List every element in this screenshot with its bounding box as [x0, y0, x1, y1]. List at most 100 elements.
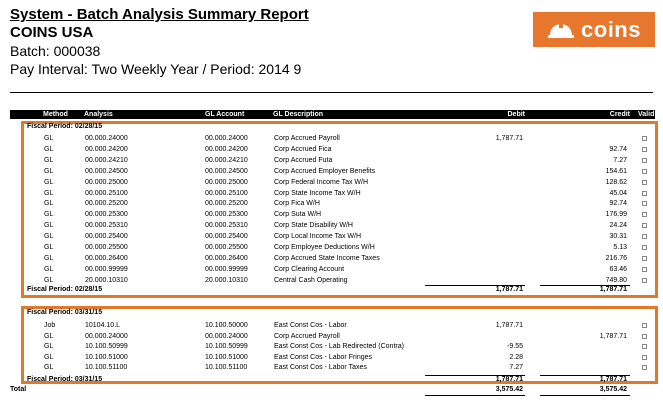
- credit-cell: 5.13: [613, 244, 627, 251]
- gl-description-cell: Corp Suta W/H: [274, 211, 322, 219]
- credit-cell: 216.76: [605, 254, 627, 262]
- fiscal-period-text: Fiscal Period: 03/31/15: [27, 309, 103, 316]
- col-analysis: Analysis: [84, 111, 113, 118]
- col-valid: Valid: [638, 111, 655, 118]
- debit-cell: 1,787.71: [495, 322, 523, 329]
- gl-description-cell: Corp Accrued Futa: [274, 156, 333, 164]
- total-rule: [540, 285, 630, 286]
- gl-description-cell: Corp Accrued Employer Benefits: [274, 167, 376, 175]
- valid-checkbox[interactable]: [642, 245, 647, 250]
- method-cell: GL: [44, 178, 54, 186]
- gl-description-cell: Corp Local Income Tax W/H: [274, 233, 362, 241]
- analysis-cell: 00.000.24200: [85, 145, 128, 153]
- valid-checkbox[interactable]: [642, 212, 647, 218]
- gl-description-cell: East Const Cos - Labor Fringes: [274, 353, 373, 361]
- section1-total-row: Fiscal Period: 02/28/15 1,787.71 1,787.71: [0, 285, 663, 295]
- valid-checkbox[interactable]: [642, 179, 647, 185]
- valid-checkbox[interactable]: [642, 365, 647, 371]
- gl-account-cell: 00.000.99999: [205, 265, 248, 273]
- gl-description-cell: Central Cash Operating: [274, 276, 348, 284]
- total-rule: [425, 375, 525, 376]
- batch-number: Batch: 000038: [10, 43, 101, 59]
- credit-cell: 176.99: [605, 211, 627, 219]
- valid-checkbox[interactable]: [642, 157, 647, 163]
- valid-checkbox[interactable]: [642, 277, 647, 283]
- analysis-cell: 00.000.25300: [85, 211, 128, 219]
- grand-total-row: Total 3,575.42 3,575.42: [0, 385, 663, 395]
- total-credit-line: [540, 395, 630, 396]
- credit-cell: 92.74: [609, 200, 627, 208]
- gl-account-cell: 00.000.25400: [205, 233, 248, 241]
- table-row: GL 00.000.24000 00.000.24000 Corp Accrued P…: [0, 332, 663, 342]
- credit-cell: 749.80: [605, 276, 627, 284]
- table-row: GL 00.000.25200 00.000.25200 Corp Fica W/H 9…: [0, 199, 663, 209]
- gl-account-cell: 00.000.25500: [205, 244, 248, 251]
- debit-cell: -9.55: [507, 343, 523, 351]
- credit-cell: 7.27: [613, 156, 627, 164]
- method-cell: GL: [44, 211, 54, 219]
- gl-account-cell: 10.100.51100: [205, 364, 248, 372]
- total-debit: 1,787.71: [495, 376, 523, 383]
- gl-description-cell: Corp State Disability W/H: [274, 222, 353, 230]
- analysis-cell: 00.000.25000: [85, 178, 128, 186]
- valid-checkbox[interactable]: [642, 201, 647, 207]
- analysis-cell: 10.100.51000: [85, 353, 128, 361]
- analysis-cell: 10.100.50999: [85, 343, 128, 351]
- valid-checkbox[interactable]: [642, 266, 647, 272]
- gl-description-cell: Corp Federal Income Tax W/H: [274, 178, 369, 186]
- analysis-cell: 00.000.24210: [85, 156, 128, 164]
- valid-checkbox[interactable]: [642, 168, 647, 174]
- table-row: GL 00.000.24500 00.000.24500 Corp Accrued E…: [0, 167, 663, 177]
- credit-cell: 45.04: [609, 189, 627, 197]
- gl-description-cell: East Const Cos - Labor: [274, 322, 347, 329]
- table-row: Job 10104.10.L 10.100.50000 East Const Cos …: [0, 321, 663, 331]
- hardhat-icon: [548, 21, 575, 38]
- valid-checkbox[interactable]: [642, 234, 647, 240]
- gl-description-cell: Corp Fica W/H: [274, 200, 320, 208]
- gl-description-cell: Corp Accrued State Income Taxes: [274, 254, 380, 262]
- fiscal-period-label: Fiscal Period: 02/28/15: [0, 122, 663, 132]
- fiscal-period-text: Fiscal Period: 02/28/15: [27, 123, 103, 130]
- valid-checkbox[interactable]: [642, 223, 647, 229]
- valid-checkbox[interactable]: [642, 344, 647, 350]
- valid-checkbox[interactable]: [642, 136, 647, 141]
- valid-checkbox[interactable]: [642, 255, 647, 261]
- gl-description-cell: Corp Accrued Payroll: [274, 135, 340, 142]
- col-gl-account: GL Account: [205, 111, 245, 118]
- table-row: GL 00.000.25500 00.000.25500 Corp Employee …: [0, 243, 663, 253]
- method-cell: GL: [44, 167, 54, 175]
- table-row: GL 00.000.24210 00.000.24210 Corp Accrued F…: [0, 156, 663, 166]
- grand-total-debit: 3,575.42: [495, 386, 523, 393]
- valid-checkbox[interactable]: [642, 354, 647, 360]
- section2-highlight: [21, 306, 658, 384]
- total-credit: 1,787.71: [599, 286, 627, 293]
- analysis-cell: 00.000.26400: [85, 254, 128, 262]
- debit-cell: 2.28: [509, 353, 523, 361]
- table-row: GL 20.000.10310 20.000.10310 Central Cash O…: [0, 276, 663, 286]
- total-rule: [425, 285, 525, 286]
- section2-total-row: Fiscal Period: 03/31/15 1,787.71 1,787.71: [0, 375, 663, 385]
- valid-checkbox[interactable]: [642, 333, 647, 339]
- credit-cell: 92.74: [609, 145, 627, 153]
- total-debit-line: [425, 395, 525, 396]
- total-label: Fiscal Period: 03/31/15: [27, 376, 103, 383]
- valid-checkbox[interactable]: [642, 323, 647, 328]
- report-title: System - Batch Analysis Summary Report: [10, 6, 309, 23]
- gl-account-cell: 00.000.24500: [205, 167, 248, 175]
- logo-text: coins: [581, 16, 641, 42]
- gl-account-cell: 00.000.25300: [205, 211, 248, 219]
- grand-total-credit: 3,575.42: [599, 386, 627, 393]
- col-debit: Debit: [507, 111, 526, 118]
- total-credit: 1,787.71: [599, 376, 627, 383]
- gl-account-cell: 00.000.25100: [205, 189, 248, 197]
- table-row: GL 00.000.24200 00.000.24200 Corp Accrued F…: [0, 145, 663, 155]
- header-divider: [10, 92, 653, 93]
- analysis-cell: 00.000.99999: [85, 265, 128, 273]
- valid-checkbox[interactable]: [642, 190, 647, 196]
- table-row: GL 10.100.50999 10.100.50999 East Const Cos…: [0, 342, 663, 352]
- gl-account-cell: 10.100.50000: [205, 322, 248, 329]
- method-cell: GL: [44, 343, 54, 351]
- total-label: Fiscal Period: 02/28/15: [27, 286, 103, 293]
- method-cell: GL: [44, 135, 54, 142]
- valid-checkbox[interactable]: [642, 146, 647, 152]
